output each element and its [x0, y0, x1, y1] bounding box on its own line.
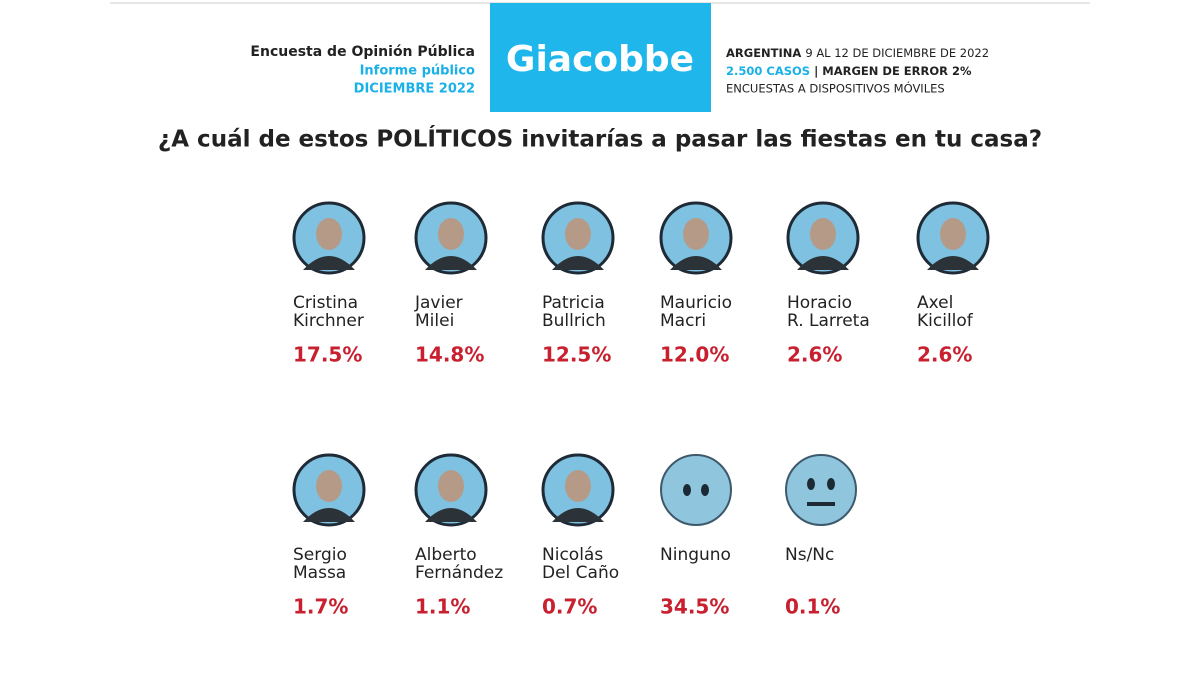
margin: | MARGEN DE ERROR 2% — [814, 64, 972, 78]
country: ARGENTINA — [726, 46, 801, 60]
face-icon — [660, 454, 732, 526]
head — [810, 218, 836, 250]
candidate-percent: 12.5% — [542, 343, 611, 367]
candidate-name: Horacio — [787, 293, 852, 313]
brand-box — [490, 3, 711, 112]
candidate-percent: 12.0% — [660, 343, 729, 367]
silhouette — [552, 508, 604, 522]
candidate-percent: 14.8% — [415, 343, 484, 367]
survey-dates: ARGENTINA 9 AL 12 DE DICIEMBRE DE 2022 — [726, 46, 989, 60]
candidate-percent: 34.5% — [660, 595, 729, 619]
eye — [827, 478, 835, 490]
report-date: DICIEMBRE 2022 — [354, 82, 475, 97]
candidate-name: Nicolás — [542, 545, 603, 565]
candidate-name: Milei — [415, 311, 454, 331]
candidate-name: R. Larreta — [787, 311, 870, 331]
brand: Giacobbe — [506, 39, 694, 80]
silhouette — [552, 256, 604, 270]
mouth — [807, 502, 835, 506]
candidate-name: Ns/Nc — [785, 545, 834, 565]
head — [683, 218, 709, 250]
candidate-percent: 0.7% — [542, 595, 597, 619]
candidate: Ninguno 34.5% — [660, 454, 732, 619]
head — [316, 470, 342, 502]
eye — [807, 478, 815, 490]
cases: 2.500 CASOS — [726, 64, 810, 78]
silhouette — [797, 256, 849, 270]
candidate: Ns/Nc 0.1% — [785, 454, 857, 619]
candidate-name: Kicillof — [917, 311, 974, 331]
survey-method: ENCUESTAS A DISPOSITIVOS MÓVILES — [726, 81, 945, 96]
survey-cases: 2.500 CASOS | MARGEN DE ERROR 2% — [726, 64, 972, 78]
candidate-name: Sergio — [293, 545, 347, 565]
candidate-percent: 1.7% — [293, 595, 348, 619]
candidate-name: Bullrich — [542, 311, 606, 331]
candidate-name: Javier — [414, 293, 463, 313]
candidate-name: Alberto — [415, 545, 477, 565]
head — [565, 470, 591, 502]
silhouette — [670, 256, 722, 270]
face-icon — [785, 454, 857, 526]
eye — [683, 484, 691, 496]
survey-title: Encuesta de Opinión Pública — [250, 44, 475, 60]
candidate-name: Axel — [917, 293, 953, 313]
silhouette — [425, 508, 477, 522]
candidate-percent: 0.1% — [785, 595, 840, 619]
head — [940, 218, 966, 250]
candidate-name: Fernández — [415, 563, 503, 583]
head — [565, 218, 591, 250]
candidate-percent: 1.1% — [415, 595, 470, 619]
candidate-name: Del Caño — [542, 563, 619, 583]
report-type: Informe público — [360, 64, 475, 79]
candidate-percent: 17.5% — [293, 343, 362, 367]
candidate-name: Macri — [660, 311, 706, 331]
question: ¿A cuál de estos POLÍTICOS invitarías a … — [158, 125, 1042, 153]
candidate-percent: 2.6% — [917, 343, 972, 367]
candidate-name: Mauricio — [660, 293, 732, 313]
candidate-name: Kirchner — [293, 311, 364, 331]
candidate-name: Patricia — [542, 293, 605, 313]
eye — [701, 484, 709, 496]
silhouette — [303, 508, 355, 522]
silhouette — [425, 256, 477, 270]
head — [316, 218, 342, 250]
dates: 9 AL 12 DE DICIEMBRE DE 2022 — [805, 46, 989, 60]
candidate-percent: 2.6% — [787, 343, 842, 367]
head — [438, 218, 464, 250]
candidate-name: Massa — [293, 563, 346, 583]
silhouette — [927, 256, 979, 270]
candidate-name: Ninguno — [660, 545, 731, 565]
head — [438, 470, 464, 502]
candidate-name: Cristina — [293, 293, 358, 313]
silhouette — [303, 256, 355, 270]
